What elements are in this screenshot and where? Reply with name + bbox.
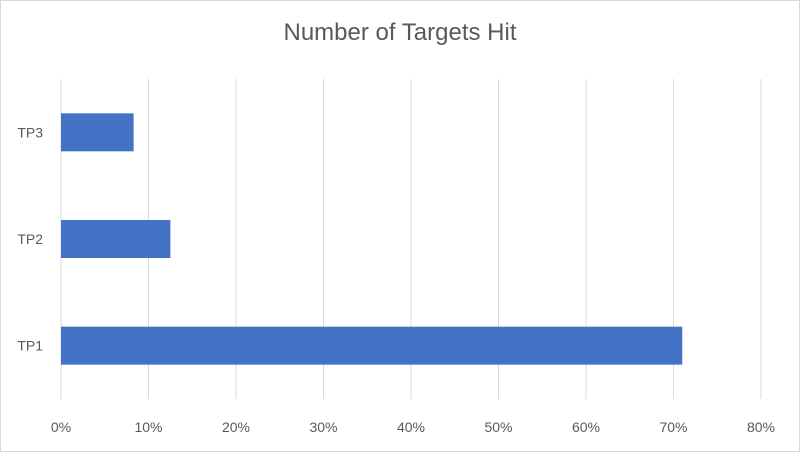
bar-tp2 (61, 220, 171, 258)
x-tick-label: 40% (397, 419, 425, 435)
x-tick-label: 80% (747, 419, 775, 435)
x-tick-label: 0% (51, 419, 71, 435)
y-tick-label: TP3 (17, 124, 43, 140)
x-tick-label: 60% (572, 419, 600, 435)
y-tick-label: TP1 (17, 338, 43, 354)
x-tick-label: 30% (309, 419, 337, 435)
x-tick-label: 50% (484, 419, 512, 435)
chart-title: Number of Targets Hit (283, 19, 517, 46)
x-tick-label: 10% (134, 419, 162, 435)
y-tick-label: TP2 (17, 231, 43, 247)
x-tick-label: 20% (222, 419, 250, 435)
bar-tp3 (61, 113, 134, 152)
bar-tp1 (61, 326, 683, 365)
x-tick-label: 70% (659, 419, 687, 435)
